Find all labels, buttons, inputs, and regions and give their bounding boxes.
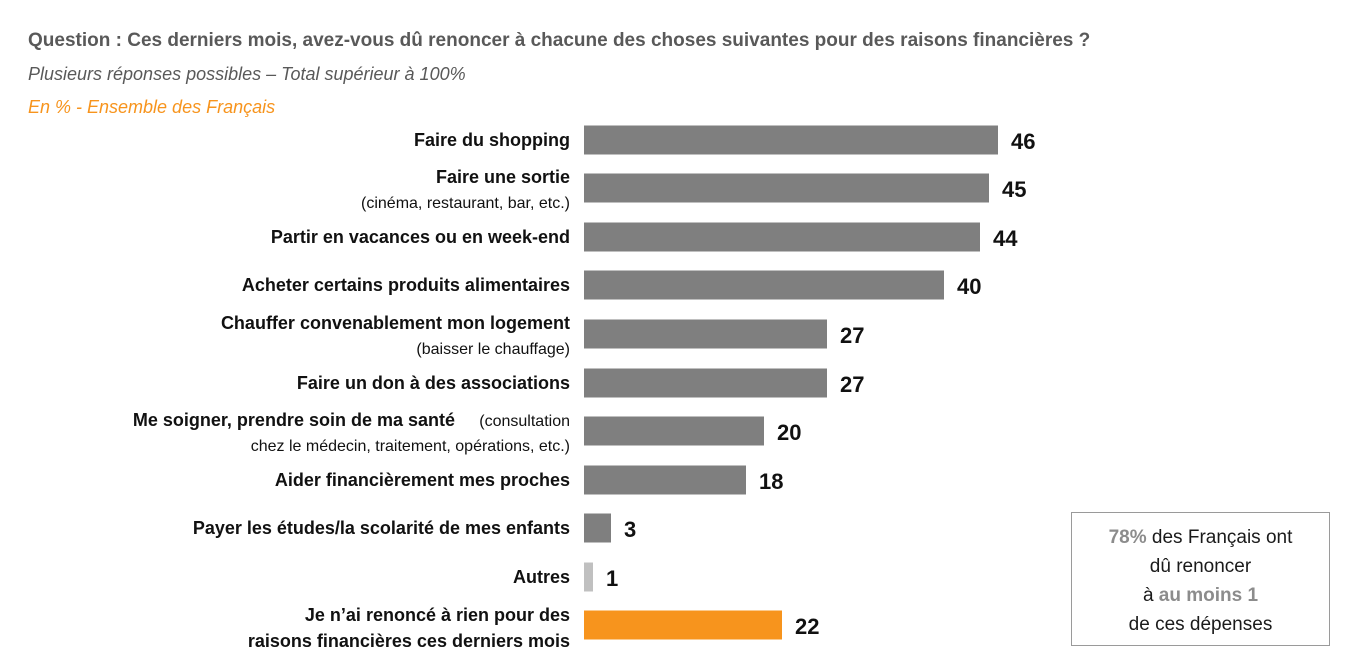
category-note: chez le médecin, traitement, opérations,… bbox=[251, 438, 570, 455]
category-note: (cinéma, restaurant, bar, etc.) bbox=[361, 195, 570, 212]
callout-line-4: de ces dépenses bbox=[1128, 614, 1273, 635]
bar bbox=[584, 562, 593, 592]
callout-line-2: dû renoncer bbox=[1149, 556, 1252, 577]
bar bbox=[584, 222, 980, 252]
bar bbox=[584, 465, 746, 495]
bar bbox=[584, 270, 944, 300]
category-label: Me soigner, prendre soin de ma santé bbox=[133, 410, 455, 430]
category-label: Chauffer convenablement mon logement bbox=[221, 313, 570, 333]
data-label: 27 bbox=[840, 323, 864, 348]
category-label: Payer les études/la scolarité de mes enf… bbox=[193, 518, 570, 538]
category-label: Autres bbox=[513, 567, 570, 587]
category-label: Faire du shopping bbox=[414, 130, 570, 150]
data-label: 18 bbox=[759, 469, 783, 494]
data-label: 40 bbox=[957, 274, 981, 299]
category-note: (consultation bbox=[479, 413, 570, 430]
bar bbox=[584, 125, 998, 155]
data-label: 46 bbox=[1011, 129, 1035, 154]
callout-emphasis: au moins 1 bbox=[1158, 585, 1259, 606]
data-label: 27 bbox=[840, 372, 864, 397]
data-label: 1 bbox=[606, 566, 618, 591]
bar bbox=[584, 319, 827, 349]
category-label: Aider financièrement mes proches bbox=[275, 470, 570, 490]
data-label: 22 bbox=[795, 614, 819, 639]
unit-label: En % - Ensemble des Français bbox=[28, 97, 276, 117]
category-label: Je n’ai renoncé à rien pour des bbox=[305, 605, 570, 625]
data-label: 44 bbox=[993, 226, 1018, 251]
bar bbox=[584, 416, 764, 446]
category-label: Faire un don à des associations bbox=[297, 373, 570, 393]
category-label: Faire une sortie bbox=[436, 167, 570, 187]
category-note: (baisser le chauffage) bbox=[416, 341, 570, 358]
bar bbox=[584, 368, 827, 398]
bar bbox=[584, 513, 611, 543]
data-label: 45 bbox=[1002, 177, 1026, 202]
category-label: Acheter certains produits alimentaires bbox=[242, 275, 570, 295]
callout-text-3: à bbox=[1142, 585, 1159, 606]
bar bbox=[584, 610, 782, 640]
chart-subtitle: Plusieurs réponses possibles – Total sup… bbox=[28, 64, 466, 84]
callout-text-1: des Français ont bbox=[1146, 527, 1293, 548]
data-label: 20 bbox=[777, 420, 801, 445]
category-label: Partir en vacances ou en week-end bbox=[271, 227, 570, 247]
callout-line-1: 78% des Français ont bbox=[1072, 523, 1329, 552]
callout-line-3: à au moins 1 bbox=[1072, 581, 1329, 610]
bar bbox=[584, 173, 989, 203]
callout-percent: 78% bbox=[1108, 527, 1147, 548]
data-label: 3 bbox=[624, 517, 636, 542]
summary-callout: 78% des Français ont dû renoncer à au mo… bbox=[1071, 512, 1330, 646]
category-label: raisons financières ces derniers mois bbox=[248, 631, 570, 651]
question-title: Question : Ces derniers mois, avez-vous … bbox=[28, 30, 1091, 51]
